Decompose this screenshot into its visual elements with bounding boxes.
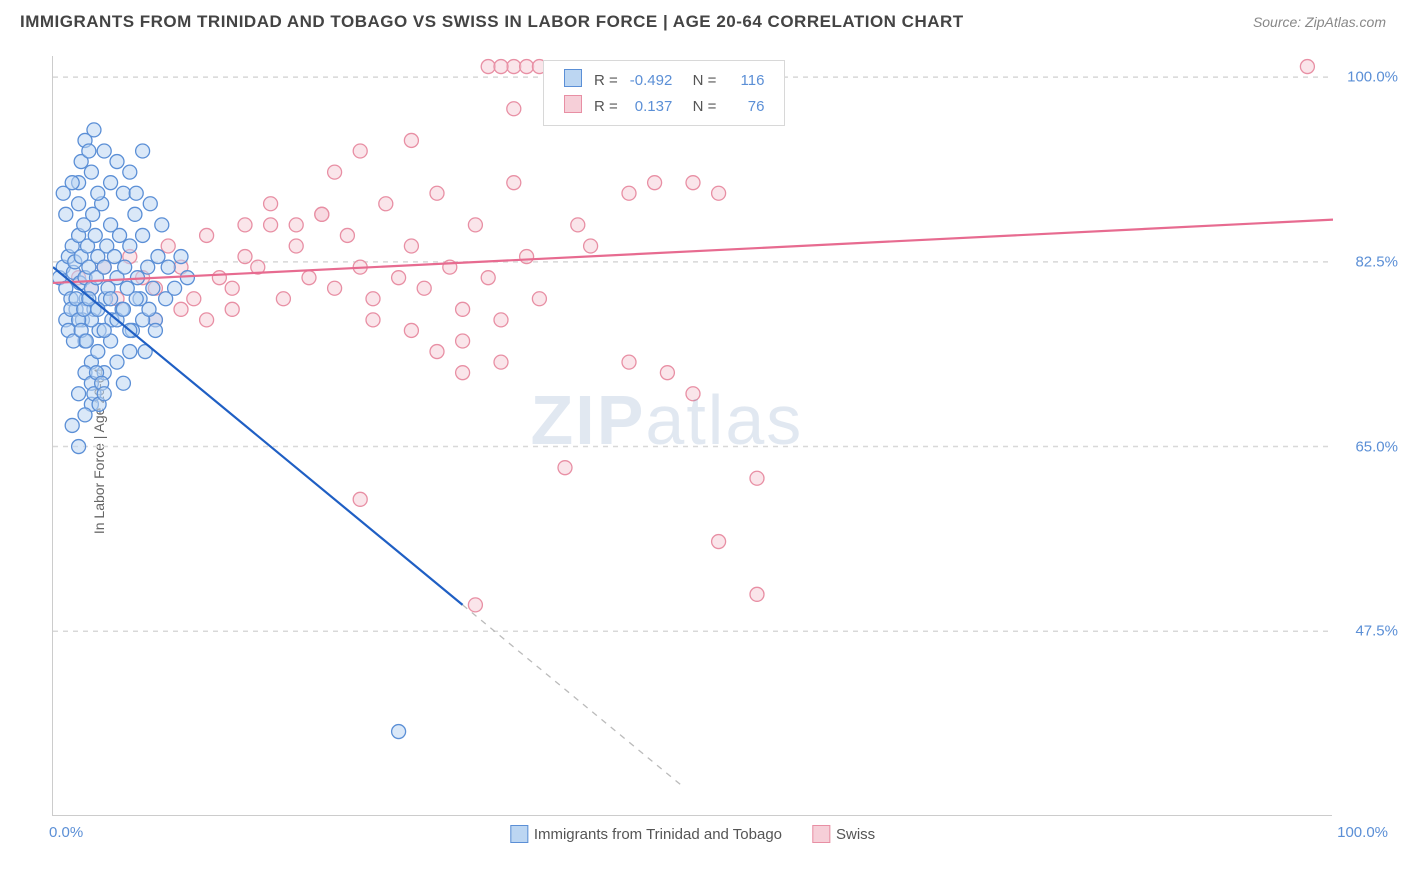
series-b-name: Swiss — [836, 826, 875, 843]
y-tick-label: 47.5% — [1355, 623, 1398, 640]
source-attribution: Source: ZipAtlas.com — [1253, 14, 1386, 30]
r-label: R = — [588, 67, 624, 93]
swatch-series-a-bottom — [510, 825, 528, 843]
legend-item-a: Immigrants from Trinidad and Tobago — [510, 825, 782, 843]
n-label: N = — [678, 93, 722, 119]
chart-container: In Labor Force | Age 20-64 ZIPatlas R = … — [52, 56, 1382, 846]
x-tick-right: 100.0% — [1337, 824, 1388, 841]
series-a-name: Immigrants from Trinidad and Tobago — [534, 826, 782, 843]
series-a-n-value: 116 — [722, 67, 770, 93]
r-label: R = — [588, 93, 624, 119]
plot-area: ZIPatlas R = -0.492 N = 116 R = 0.137 N … — [52, 56, 1332, 816]
series-a-r-value: -0.492 — [624, 67, 679, 93]
chart-title: IMMIGRANTS FROM TRINIDAD AND TOBAGO VS S… — [20, 12, 964, 32]
series-b-n-value: 76 — [722, 93, 770, 119]
y-tick-label: 65.0% — [1355, 438, 1398, 455]
n-label: N = — [678, 67, 722, 93]
y-tick-label: 82.5% — [1355, 253, 1398, 270]
x-tick-left: 0.0% — [49, 824, 83, 841]
y-tick-label: 100.0% — [1347, 69, 1398, 86]
series-b-r-value: 0.137 — [624, 93, 679, 119]
swatch-series-b — [564, 95, 582, 113]
swatch-series-a — [564, 69, 582, 87]
scatter-svg — [53, 56, 1333, 816]
series-legend: Immigrants from Trinidad and Tobago Swis… — [510, 825, 875, 843]
swatch-series-b-bottom — [812, 825, 830, 843]
correlation-legend: R = -0.492 N = 116 R = 0.137 N = 76 — [543, 60, 785, 126]
legend-item-b: Swiss — [812, 825, 875, 843]
